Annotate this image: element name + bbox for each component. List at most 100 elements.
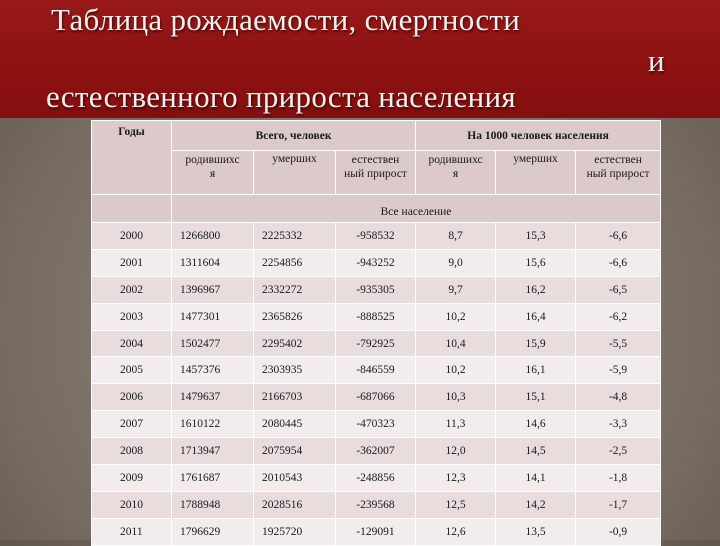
cell-died: 2365826 xyxy=(253,302,336,331)
header-born-rate: родившихс я xyxy=(415,150,497,195)
cell-born: 1266800 xyxy=(171,222,254,250)
header-born-rate-line2: я xyxy=(452,168,459,180)
cell-growth: -943252 xyxy=(334,248,417,277)
table-row: 2004 1502477 2295402 -792925 10,4 15,9 -5,5 xyxy=(91,329,662,358)
cell-growth: -239568 xyxy=(334,490,417,519)
title-line-2: и xyxy=(648,43,665,78)
cell-growth-rate: -1,8 xyxy=(575,464,662,492)
demographics-table: Годы Всего, человек На 1000 человек насе… xyxy=(91,120,662,546)
cell-growth: -470323 xyxy=(334,410,417,439)
cell-died: 2303935 xyxy=(253,356,336,385)
cell-growth: -248856 xyxy=(334,464,417,492)
cell-growth-rate: -6,6 xyxy=(575,222,662,250)
cell-died-rate: 14,2 xyxy=(495,490,577,519)
cell-year: 2009 xyxy=(91,464,172,492)
cell-born-rate: 10,2 xyxy=(415,356,497,385)
cell-growth: -362007 xyxy=(334,437,417,466)
cell-growth-rate: -6,5 xyxy=(575,275,662,304)
cell-died: 2075954 xyxy=(253,437,336,466)
cell-born-rate: 11,3 xyxy=(415,410,497,439)
cell-year: 2006 xyxy=(91,383,172,412)
title-band xyxy=(0,0,720,118)
title-line-3: естественного прироста населения xyxy=(46,79,516,114)
cell-growth-rate: -6,2 xyxy=(575,302,662,331)
cell-died: 1925720 xyxy=(253,517,336,546)
cell-died-rate: 14,5 xyxy=(495,437,577,466)
header-born-rate-line1: родившихс xyxy=(428,154,483,166)
cell-born-rate: 12,5 xyxy=(415,490,497,519)
cell-died-rate: 13,5 xyxy=(495,517,577,546)
cell-growth: -846559 xyxy=(334,356,417,385)
cell-born: 1761687 xyxy=(171,464,254,492)
cell-born: 1713947 xyxy=(171,437,254,466)
cell-born-rate: 12,3 xyxy=(415,464,497,492)
cell-year: 2004 xyxy=(91,329,172,358)
cell-born-rate: 10,3 xyxy=(415,383,497,412)
cell-growth-rate: -4,8 xyxy=(575,383,662,412)
table-row: 2005 1457376 2303935 -846559 10,2 16,1 -5,9 xyxy=(91,356,662,385)
cell-died: 2332272 xyxy=(253,275,336,304)
header-born: родившихс я xyxy=(171,150,254,195)
cell-born-rate: 10,2 xyxy=(415,302,497,331)
cell-died-rate: 15,3 xyxy=(495,222,577,250)
cell-died-rate: 15,1 xyxy=(495,383,577,412)
table-row: 2008 1713947 2075954 -362007 12,0 14,5 -2,5 xyxy=(91,437,662,466)
cell-year: 2008 xyxy=(91,437,172,466)
header-born-line2: я xyxy=(209,168,216,180)
header-natural-rate-line1: естествен xyxy=(594,154,642,166)
cell-died-rate: 15,9 xyxy=(495,329,577,358)
cell-died-rate: 16,4 xyxy=(495,302,577,331)
cell-year: 2001 xyxy=(91,248,172,277)
header-born-line1: родившихс xyxy=(185,154,240,166)
cell-born-rate: 8,7 xyxy=(415,222,497,250)
table-row: 2001 1311604 2254856 -943252 9,0 15,6 -6,6 xyxy=(91,248,662,277)
cell-died: 2225332 xyxy=(253,222,336,250)
cell-born: 1502477 xyxy=(171,329,254,358)
header-died-rate: умерших xyxy=(495,150,577,195)
cell-growth: -687066 xyxy=(334,383,417,412)
header-years: Годы xyxy=(91,120,172,195)
cell-born: 1477301 xyxy=(171,302,254,331)
cell-year: 2005 xyxy=(91,356,172,385)
cell-growth: -792925 xyxy=(334,329,417,358)
cell-born: 1479637 xyxy=(171,383,254,412)
cell-born-rate: 9,7 xyxy=(415,275,497,304)
cell-year: 2010 xyxy=(91,490,172,519)
cell-born: 1610122 xyxy=(171,410,254,439)
table-row: 2003 1477301 2365826 -888525 10,2 16,4 -6,2 xyxy=(91,302,662,331)
cell-born: 1396967 xyxy=(171,275,254,304)
cell-died: 2080445 xyxy=(253,410,336,439)
cell-died-rate: 15,6 xyxy=(495,248,577,277)
cell-year: 2003 xyxy=(91,302,172,331)
cell-growth-rate: -0,9 xyxy=(575,517,662,546)
cell-born: 1796629 xyxy=(171,517,254,546)
header-died: умерших xyxy=(253,150,336,195)
cell-year: 2011 xyxy=(91,517,172,546)
cell-died: 2295402 xyxy=(253,329,336,358)
table-row: 2006 1479637 2166703 -687066 10,3 15,1 -4,8 xyxy=(91,383,662,412)
header-total-group: Всего, человек xyxy=(170,120,417,151)
cell-died-rate: 16,1 xyxy=(495,356,577,385)
cell-year: 2000 xyxy=(91,222,172,250)
cell-born-rate: 10,4 xyxy=(415,329,497,358)
cell-died-rate: 16,2 xyxy=(495,275,577,304)
cell-year: 2002 xyxy=(91,275,172,304)
cell-growth-rate: -6,6 xyxy=(575,248,662,277)
cell-died: 2010543 xyxy=(253,464,336,492)
cell-born-rate: 12,0 xyxy=(415,437,497,466)
cell-died: 2028516 xyxy=(253,490,336,519)
table-row: 2007 1610122 2080445 -470323 11,3 14,6 -3,3 xyxy=(91,410,662,439)
cell-growth: -958532 xyxy=(334,222,417,250)
cell-growth-rate: -1,7 xyxy=(575,490,662,519)
cell-born-rate: 12,6 xyxy=(415,517,497,546)
header-natural-rate-line2: ный прирост xyxy=(586,168,650,180)
cell-growth-rate: -2,5 xyxy=(575,437,662,466)
cell-growth-rate: -3,3 xyxy=(575,410,662,439)
cell-growth: -935305 xyxy=(334,275,417,304)
cell-year: 2007 xyxy=(91,410,172,439)
header-natural-rate: естествен ный прирост xyxy=(575,150,662,195)
cell-growth-rate: -5,5 xyxy=(575,329,662,358)
title-line-1: Таблица рождаемости, смертности xyxy=(51,2,521,37)
cell-born: 1457376 xyxy=(171,356,254,385)
header-natural-line2: ный прирост xyxy=(344,168,407,180)
